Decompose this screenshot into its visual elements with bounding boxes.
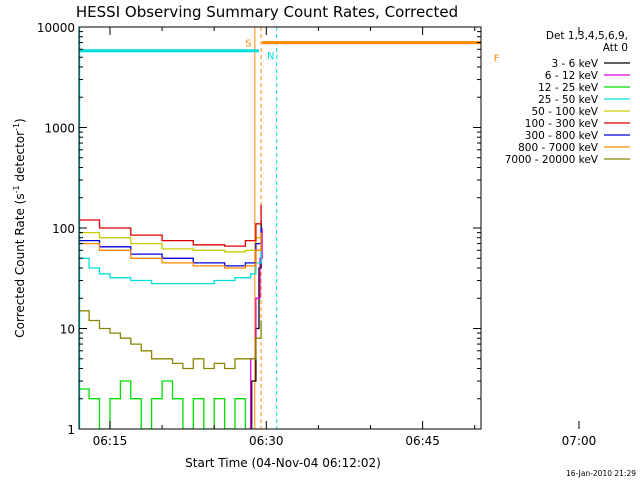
y-tick-label: 100 <box>52 222 75 236</box>
legend-label: 50 - 100 keV <box>531 106 598 118</box>
legend-label: 7000 - 20000 keV <box>505 154 599 166</box>
y-axis-ticks: 1 10 100 1000 10000 <box>37 21 481 437</box>
x-tick-label: 06:15 <box>93 434 128 448</box>
x-tick-label: 06:30 <box>249 434 284 448</box>
observing-flags <box>79 41 481 53</box>
y-axis-label-mid: detector <box>13 131 27 186</box>
legend-label: 3 - 6 keV <box>551 58 598 70</box>
series-100-300-kev <box>79 204 262 247</box>
y-tick-label: 1 <box>67 423 75 437</box>
legend-label: 300 - 800 keV <box>525 130 599 142</box>
series-line <box>79 310 262 370</box>
series-line <box>79 232 262 269</box>
series-line <box>79 250 262 285</box>
y-axis-label: Corrected Count Rate (s-1 detector-1) <box>12 118 27 337</box>
legend-label: 6 - 12 keV <box>545 70 599 82</box>
series-layer <box>79 204 263 429</box>
legend-label: 12 - 25 keV <box>538 82 599 94</box>
y-axis-label-end: ) <box>13 118 27 123</box>
annotation-s-label: S <box>245 39 251 50</box>
x-tick-label: 06:45 <box>405 434 440 448</box>
y-tick-label: 1000 <box>44 122 75 136</box>
chart-title: HESSI Observing Summary Count Rates, Cor… <box>76 3 458 21</box>
series-12-25-kev <box>79 380 247 429</box>
y-axis-label-sup2: -1 <box>12 123 21 131</box>
timestamp: 16-Jan-2010 21:29 <box>566 469 636 478</box>
series-line <box>79 204 262 247</box>
x-axis-label: Start Time (04-Nov-04 06:12:02) <box>185 456 381 470</box>
y-axis-label-sup1: -1 <box>12 185 21 193</box>
legend-header-line2: Att 0 <box>603 42 628 54</box>
legend-label: 25 - 50 keV <box>538 94 599 106</box>
y-tick-label: 10000 <box>37 21 75 35</box>
series-7000-20000-kev <box>79 310 262 370</box>
legend-label: 100 - 300 keV <box>525 118 599 130</box>
y-tick-label: 10 <box>60 323 75 337</box>
annotation-f-label: F <box>494 53 500 64</box>
series-line <box>79 380 247 429</box>
x-tick-label: 07:00 <box>562 434 597 448</box>
legend-label: 800 - 7000 keV <box>518 142 599 154</box>
y-axis-label-main: Corrected Count Rate (s <box>13 193 27 337</box>
annotation-n-label: N <box>267 51 274 62</box>
series-25-50-kev <box>79 250 262 285</box>
series-800-7000-kev <box>79 232 262 269</box>
legend-header-line1: Det 1,3,4,5,6,9, <box>546 30 628 42</box>
